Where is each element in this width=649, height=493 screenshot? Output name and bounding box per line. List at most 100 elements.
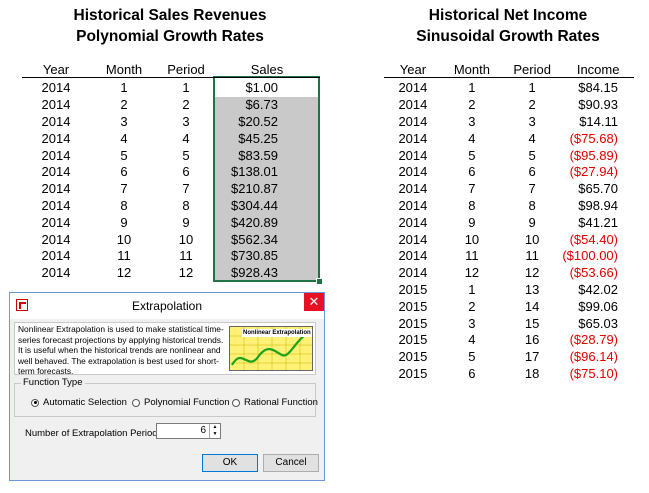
year-cell[interactable]: 2014 [41,181,71,197]
period-cell[interactable]: 2 [528,97,536,113]
year-cell[interactable]: 2014 [41,80,71,96]
month-cell[interactable]: 2 [468,97,476,113]
month-cell[interactable]: 4 [120,130,128,146]
income-cell[interactable]: $99.06 [578,298,618,314]
period-cell[interactable]: 6 [182,164,190,180]
year-cell[interactable]: 2015 [398,332,428,348]
period-cell[interactable]: 9 [528,214,536,230]
income-cell[interactable]: $84.15 [578,80,618,96]
period-cell[interactable]: 11 [525,248,539,264]
year-cell[interactable]: 2014 [398,130,428,146]
period-cell[interactable]: 5 [528,147,536,163]
year-cell[interactable]: 2014 [398,248,428,264]
spin-down-icon[interactable]: ▼ [212,431,218,437]
year-cell[interactable]: 2014 [41,164,71,180]
month-cell[interactable]: 4 [468,130,476,146]
year-cell[interactable]: 2014 [41,214,71,230]
month-cell[interactable]: 12 [464,265,480,281]
period-cell[interactable]: 12 [178,265,194,281]
period-cell[interactable]: 11 [179,248,193,264]
month-cell[interactable]: 5 [120,147,128,163]
period-cell[interactable]: 8 [182,197,190,213]
sales-cell[interactable]: $304.44 [231,197,278,213]
period-cell[interactable]: 15 [524,315,540,331]
sales-cell[interactable]: $210.87 [231,181,278,197]
year-cell[interactable]: 2014 [41,113,71,129]
sales-cell[interactable]: $20.52 [238,113,278,129]
year-cell[interactable]: 2014 [41,248,71,264]
income-cell[interactable]: $14.11 [579,113,618,129]
month-cell[interactable]: 6 [468,365,476,381]
period-cell[interactable]: 4 [182,130,190,146]
year-cell[interactable]: 2015 [398,281,428,297]
income-cell[interactable]: ($75.10) [569,365,618,381]
spin-arrows[interactable]: ▲ ▼ [209,424,220,438]
sales-cell[interactable]: $420.89 [231,214,278,230]
year-cell[interactable]: 2014 [398,181,428,197]
period-cell[interactable]: 1 [528,80,536,96]
year-cell[interactable]: 2015 [398,349,428,365]
sales-cell[interactable]: $45.25 [238,130,278,146]
income-cell[interactable]: ($54.40) [569,231,618,247]
period-cell[interactable]: 14 [524,298,540,314]
year-cell[interactable]: 2014 [41,147,71,163]
period-cell[interactable]: 18 [524,365,540,381]
spin-up-icon[interactable]: ▲ [212,424,218,430]
month-cell[interactable]: 9 [120,214,128,230]
year-cell[interactable]: 2014 [398,147,428,163]
ok-button[interactable]: OK [202,454,258,472]
income-cell[interactable]: $65.03 [578,315,618,331]
periods-stepper[interactable]: 6 ▲ ▼ [156,423,221,439]
income-cell[interactable]: $98.94 [578,197,618,213]
income-cell[interactable]: ($100.00) [562,248,618,264]
period-cell[interactable]: 10 [178,231,194,247]
month-cell[interactable]: 2 [120,97,128,113]
year-cell[interactable]: 2014 [398,214,428,230]
sales-cell[interactable]: $6.73 [245,97,278,113]
period-cell[interactable]: 7 [182,181,190,197]
month-cell[interactable]: 1 [468,281,476,297]
year-cell[interactable]: 2014 [398,80,428,96]
month-cell[interactable]: 7 [120,181,128,197]
year-cell[interactable]: 2014 [398,97,428,113]
radio-rational-function[interactable]: Rational Function [232,397,318,408]
period-cell[interactable]: 7 [528,181,536,197]
month-cell[interactable]: 10 [464,231,480,247]
month-cell[interactable]: 6 [468,164,476,180]
month-cell[interactable]: 11 [465,248,479,264]
income-cell[interactable]: $41.21 [578,214,618,230]
month-cell[interactable]: 8 [120,197,128,213]
month-cell[interactable]: 5 [468,349,476,365]
sales-cell[interactable]: $562.34 [231,231,278,247]
period-cell[interactable]: 9 [182,214,190,230]
month-cell[interactable]: 2 [468,298,476,314]
periods-value[interactable]: 6 [200,425,206,436]
period-cell[interactable]: 16 [524,332,540,348]
year-cell[interactable]: 2014 [398,231,428,247]
income-cell[interactable]: $42.02 [578,281,618,297]
year-cell[interactable]: 2014 [398,197,428,213]
period-cell[interactable]: 12 [524,265,540,281]
month-cell[interactable]: 7 [468,181,476,197]
year-cell[interactable]: 2014 [398,113,428,129]
month-cell[interactable]: 1 [468,80,476,96]
period-cell[interactable]: 17 [524,349,540,365]
fill-handle[interactable] [316,278,323,285]
sales-cell[interactable]: $83.59 [238,147,278,163]
period-cell[interactable]: 13 [524,281,540,297]
month-cell[interactable]: 3 [468,315,476,331]
income-cell[interactable]: ($53.66) [569,265,618,281]
year-cell[interactable]: 2015 [398,315,428,331]
year-cell[interactable]: 2014 [398,164,428,180]
sales-cell[interactable]: $1.00 [245,80,278,96]
income-cell[interactable]: $90.93 [578,97,618,113]
cancel-button[interactable]: Cancel [263,454,319,472]
radio-polynomial-function[interactable]: Polynomial Function [132,397,230,408]
dialog-titlebar[interactable]: Extrapolation ✕ [10,293,324,319]
period-cell[interactable]: 1 [182,80,190,96]
income-cell[interactable]: $65.70 [578,181,618,197]
period-cell[interactable]: 6 [528,164,536,180]
income-cell[interactable]: ($27.94) [569,164,618,180]
period-cell[interactable]: 3 [182,113,190,129]
year-cell[interactable]: 2014 [41,197,71,213]
